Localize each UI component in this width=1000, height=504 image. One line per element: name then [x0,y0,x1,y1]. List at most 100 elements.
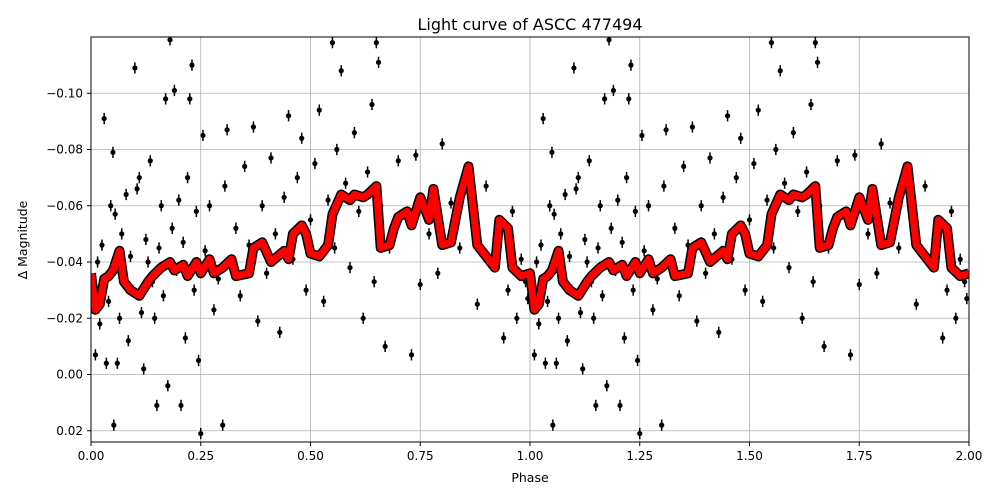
data-point [152,315,158,321]
data-point [332,245,338,251]
data-point [215,276,221,282]
data-point [514,315,520,321]
data-point [195,357,202,364]
data-point [222,183,228,189]
data-point [538,242,544,248]
y-tick-label: 0.00 [56,368,83,382]
data-point [285,113,292,119]
binned-curve [91,161,969,315]
data-point [639,132,645,139]
data-point [856,281,862,288]
data-point [874,270,880,276]
data-point [768,40,775,46]
data-point [626,96,632,102]
data-point [550,422,556,428]
data-point [211,307,217,313]
data-point [180,239,186,245]
data-point [187,96,193,102]
data-point [746,217,753,223]
data-point [540,115,546,122]
data-point [343,180,349,186]
data-point [101,115,107,122]
data-point [347,265,353,271]
data-point [134,186,140,192]
data-point [147,158,153,164]
data-point [790,130,797,136]
data-point [426,231,432,237]
data-point [351,130,357,136]
data-point [964,295,969,302]
data-point [564,338,570,344]
data-point [233,225,239,231]
data-point [375,59,382,65]
y-tick-label: −0.02 [46,311,83,325]
x-tick-label: 1.00 [517,449,544,463]
data-point [619,239,625,245]
data-point [448,200,454,206]
data-point [154,402,160,409]
data-point [165,383,171,389]
data-point [738,135,744,141]
y-tick-label: −0.10 [46,86,83,100]
data-point [621,335,627,341]
data-point [755,107,761,113]
data-point [676,293,682,299]
data-point [369,101,375,108]
data-point [575,175,581,181]
data-point [803,169,810,175]
data-point [220,422,226,428]
data-point [604,383,610,389]
data-point [138,310,145,316]
data-point [742,287,748,293]
y-tick-label: 0.02 [56,424,83,438]
data-point [584,259,590,265]
data-point [810,279,816,285]
data-point [167,37,173,43]
data-point [689,124,696,130]
data-point [544,298,551,304]
data-point [127,253,134,259]
data-point [733,175,739,181]
data-point [694,318,700,324]
data-point [329,40,336,46]
data-point [169,225,175,231]
x-tick-label: 1.75 [846,449,873,463]
y-axis-label: Δ Magnitude [15,200,30,279]
axis-ticks: 0.00 0.25 0.50 0.75 1.00 1.25 1.50 1.75 2.00 −0.1… [46,86,982,463]
y-tick-label: −0.08 [46,143,83,157]
data-point [156,245,162,251]
data-point [255,318,261,324]
data-point [553,360,559,366]
data-point [237,293,243,299]
data-point [610,87,617,94]
data-point [103,360,109,366]
x-tick-label: 0.00 [78,449,105,463]
data-point [764,197,770,203]
data-point [615,197,621,203]
data-point [395,158,401,164]
data-point [571,65,577,71]
data-point [573,186,579,192]
data-point [94,259,101,265]
data-point [720,194,726,200]
data-point [277,329,283,335]
data-point [632,208,638,214]
data-point [771,245,777,251]
data-point [92,352,98,358]
data-point [111,422,117,428]
data-point [321,298,327,304]
data-point [294,175,300,181]
data-point [542,360,548,366]
data-point [716,329,722,335]
data-point [623,175,630,181]
data-point [457,245,463,251]
data-point [698,203,704,209]
data-point [193,208,199,214]
curve-line [91,162,969,314]
data-point [125,338,131,344]
data-point [795,208,801,214]
data-point [112,211,118,217]
data-point [119,231,125,237]
data-point [373,40,379,46]
data-point [760,298,766,304]
